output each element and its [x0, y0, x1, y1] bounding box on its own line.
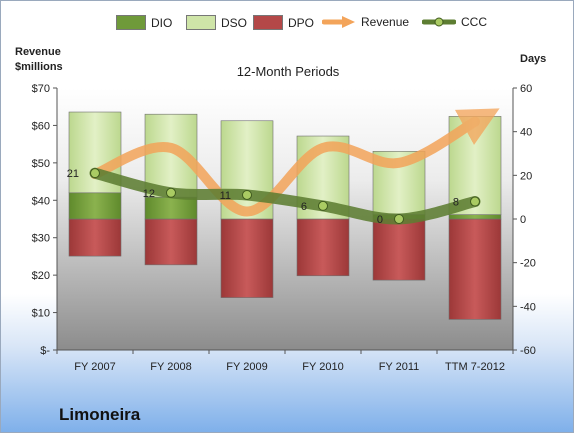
x-tick-label: FY 2010 [302, 361, 343, 373]
legend: DIO DSO DPO Revenue CCC [1, 11, 574, 35]
plot-area [57, 88, 513, 350]
dpo-bar [144, 218, 198, 266]
ccc-point [470, 196, 480, 207]
dpo-bar [296, 218, 350, 277]
y-right-tick-label: -40 [520, 301, 536, 313]
legend-swatch-dso [186, 15, 216, 30]
legend-item-revenue: Revenue [322, 15, 409, 29]
legend-item-dpo: DPO [253, 15, 314, 30]
y-right-axis-title: Days [520, 53, 547, 65]
legend-swatch-revenue [322, 16, 355, 28]
x-tick-label: FY 2009 [226, 361, 267, 373]
y-right-tick-label: 40 [520, 127, 532, 139]
y-right-tick-label: -20 [520, 258, 536, 270]
y-left-tick-label: $10 [32, 308, 50, 320]
x-tick-label: FY 2011 [379, 361, 420, 373]
ccc-line [89, 167, 481, 225]
legend-item-dso: DSO [186, 15, 247, 30]
ccc-point [166, 187, 176, 198]
legend-item-ccc: CCC [422, 15, 487, 29]
ccc-data-label: 11 [220, 190, 231, 202]
y-left-tick-label: $- [40, 345, 50, 357]
y-left-tick-label: $40 [32, 195, 50, 207]
y-left-axis-title: Revenue $millions [15, 45, 63, 75]
ccc-point [318, 200, 328, 211]
legend-item-dio: DIO [116, 15, 172, 30]
company-name: Limoneira [59, 405, 141, 424]
ccc-data-label: 6 [301, 201, 307, 213]
y-left-axis-title-line-2: $millions [15, 61, 63, 73]
legend-label: Revenue [361, 15, 410, 29]
x-tick-label: FY 2007 [74, 361, 115, 373]
legend-label: DPO [288, 15, 315, 30]
ccc-point [242, 189, 252, 200]
revenue-line [90, 108, 500, 217]
y-right-tick-label: -60 [520, 345, 536, 357]
dio-bar [144, 196, 198, 220]
legend-swatch-dio [116, 15, 146, 30]
dpo-bar [448, 218, 502, 320]
y-left-tick-label: $20 [32, 270, 50, 282]
dpo-bar [220, 218, 274, 298]
legend-swatch-ccc [422, 17, 456, 27]
y-left-tick-label: $60 [32, 120, 50, 132]
x-tick-label: FY 2008 [150, 361, 191, 373]
ccc-data-label: 0 [377, 214, 383, 226]
ccc-data-label: 8 [453, 197, 459, 209]
y-left-tick-label: $70 [32, 83, 50, 95]
x-tick-label: TTM 7-2012 [445, 361, 505, 373]
legend-swatch-dpo [253, 15, 283, 30]
y-right-tick-label: 20 [520, 170, 532, 182]
ccc-point [90, 168, 100, 179]
legend-label: DSO [221, 15, 248, 30]
dio-bar [448, 214, 502, 220]
ccc-data-label: 21 [67, 168, 79, 180]
dpo-bar [68, 218, 122, 257]
legend-label: DIO [151, 15, 173, 30]
y-left-axis-title-line-1: Revenue [15, 46, 61, 58]
ccc-point [394, 214, 404, 224]
dpo-bar [372, 218, 426, 281]
ccc-data-label: 12 [143, 188, 155, 200]
legend-label: CCC [461, 15, 487, 29]
y-right-tick-label: 60 [520, 83, 532, 95]
dio-bar [68, 192, 122, 220]
chart-title: 12-Month Periods [236, 64, 340, 79]
y-left-tick-label: $30 [32, 233, 50, 245]
y-left-tick-label: $50 [32, 158, 50, 170]
y-right-tick-label: 0 [520, 214, 526, 226]
